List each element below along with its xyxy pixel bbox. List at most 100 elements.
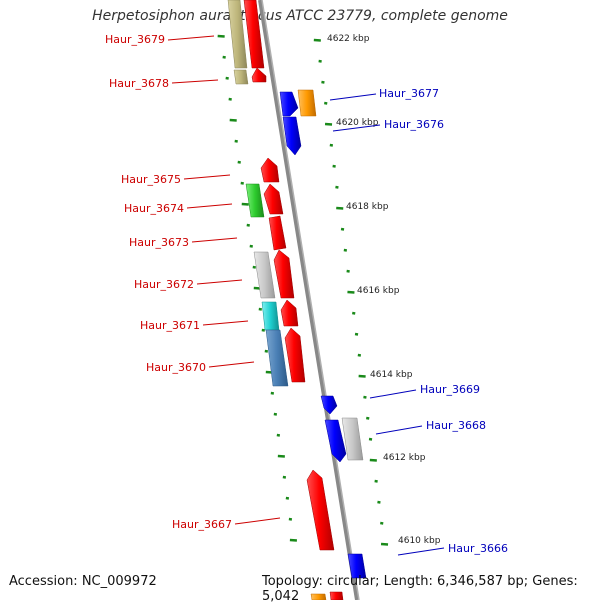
gene-label-forward[interactable]: Haur_3676 <box>384 118 444 131</box>
gene-feature[interactable] <box>297 89 317 117</box>
gene-feature[interactable] <box>341 417 364 461</box>
scale-tick-mark <box>237 160 241 164</box>
scale-tick-mark <box>368 437 373 441</box>
gene-feature[interactable] <box>253 251 276 299</box>
gene-feature[interactable] <box>306 469 335 551</box>
accession-text: Accession: NC_009972 <box>9 574 157 589</box>
gene-label-reverse[interactable]: Haur_3667 <box>172 518 232 531</box>
scale-tick-mark <box>369 458 377 462</box>
gene-label-reverse[interactable]: Haur_3675 <box>121 173 181 186</box>
label-leader-line <box>202 320 249 326</box>
scale-tick-mark <box>380 542 389 546</box>
scale-tick-mark <box>354 332 359 336</box>
scale-tick-label: 4610 kbp <box>398 536 441 546</box>
label-leader-line <box>208 361 255 368</box>
scale-tick-mark <box>346 269 350 273</box>
label-leader-line <box>191 237 238 243</box>
map-title: Herpetosiphon aurantiacus ATCC 23779, co… <box>92 8 508 24</box>
gene-feature[interactable] <box>320 395 338 415</box>
scale-tick-mark <box>313 38 321 42</box>
label-leader-line <box>196 279 243 285</box>
gene-label-reverse[interactable]: Haur_3674 <box>124 202 184 215</box>
scale-tick-mark <box>374 479 378 483</box>
gene-feature[interactable] <box>268 215 287 251</box>
gene-feature[interactable] <box>279 91 299 117</box>
label-leader-line <box>167 35 215 41</box>
label-leader-line <box>329 93 377 101</box>
scale-tick-mark <box>277 454 285 458</box>
gene-label-reverse[interactable]: Haur_3679 <box>105 33 165 46</box>
label-leader-line <box>332 124 381 132</box>
gene-label-reverse[interactable]: Haur_3673 <box>129 236 189 249</box>
label-leader-line <box>186 203 233 209</box>
gene-feature[interactable] <box>251 67 267 83</box>
scale-tick-mark <box>343 248 348 252</box>
gene-feature[interactable] <box>245 183 265 218</box>
gene-feature[interactable] <box>273 249 295 299</box>
scale-tick-mark <box>264 349 269 353</box>
gene-label-reverse[interactable]: Haur_3678 <box>109 77 169 90</box>
gene-feature[interactable] <box>227 0 248 69</box>
scale-tick-mark <box>261 328 266 332</box>
scale-tick-mark <box>357 353 362 357</box>
scale-tick-mark <box>273 412 278 416</box>
gene-label-reverse[interactable]: Haur_3671 <box>140 319 200 332</box>
scale-tick-mark <box>282 475 287 479</box>
inner-tick-track <box>217 34 297 542</box>
gene-feature[interactable] <box>329 591 344 600</box>
gene-label-forward[interactable]: Haur_3677 <box>379 87 439 100</box>
gene-label-forward[interactable]: Haur_3669 <box>420 383 480 396</box>
gene-feature[interactable] <box>261 301 280 331</box>
gene-label-reverse[interactable]: Haur_3670 <box>146 361 206 374</box>
label-leader-line <box>234 517 281 525</box>
label-leader-line <box>397 547 445 556</box>
scale-tick-mark <box>276 433 281 437</box>
scale-tick-mark <box>347 290 355 294</box>
label-leader-line <box>369 389 417 399</box>
label-leader-line <box>183 174 231 180</box>
scale-tick-mark <box>324 101 328 105</box>
scale-tick-mark <box>321 80 325 84</box>
scale-tick-label: 4618 kbp <box>346 202 389 212</box>
scale-tick-mark <box>229 118 237 122</box>
gene-label-reverse[interactable]: Haur_3672 <box>134 278 194 291</box>
gene-feature[interactable] <box>284 327 306 383</box>
gene-feature[interactable] <box>243 0 265 69</box>
scale-tick-label: 4614 kbp <box>370 370 413 380</box>
scale-tick-mark <box>258 307 262 311</box>
scale-tick-mark <box>366 416 370 420</box>
gene-feature[interactable] <box>310 593 327 600</box>
scale-tick-mark <box>225 76 229 80</box>
scale-tick-mark <box>335 185 339 189</box>
gene-feature[interactable] <box>347 553 367 579</box>
gene-label-forward[interactable]: Haur_3668 <box>426 419 486 432</box>
label-leader-line <box>171 79 219 84</box>
label-leader-line <box>375 425 423 435</box>
scale-tick-mark <box>358 374 366 378</box>
scale-tick-mark <box>340 227 345 231</box>
gene-feature[interactable] <box>282 116 302 156</box>
scale-tick-label: 4616 kbp <box>357 286 400 296</box>
gene-feature[interactable] <box>324 419 347 463</box>
scale-tick-mark <box>285 496 290 500</box>
outer-tick-track <box>313 38 389 546</box>
gene-feature[interactable] <box>263 183 284 215</box>
scale-tick-mark <box>324 122 333 126</box>
gene-feature[interactable] <box>260 157 280 183</box>
scale-tick-mark <box>234 139 238 143</box>
scale-tick-mark <box>246 223 250 227</box>
scale-tick-mark <box>270 391 275 395</box>
scale-tick-mark <box>318 59 322 63</box>
scale-tick-mark <box>249 244 253 248</box>
scale-tick-mark <box>380 521 384 525</box>
gene-feature[interactable] <box>233 69 249 85</box>
scale-tick-mark <box>240 181 244 185</box>
scale-tick-mark <box>352 311 356 315</box>
scale-tick-mark <box>377 500 381 504</box>
gene-feature[interactable] <box>265 329 289 387</box>
gene-feature[interactable] <box>280 299 299 327</box>
gene-label-forward[interactable]: Haur_3666 <box>448 542 508 555</box>
scale-tick-mark <box>217 34 225 38</box>
scale-tick-label: 4620 kbp <box>336 118 379 128</box>
